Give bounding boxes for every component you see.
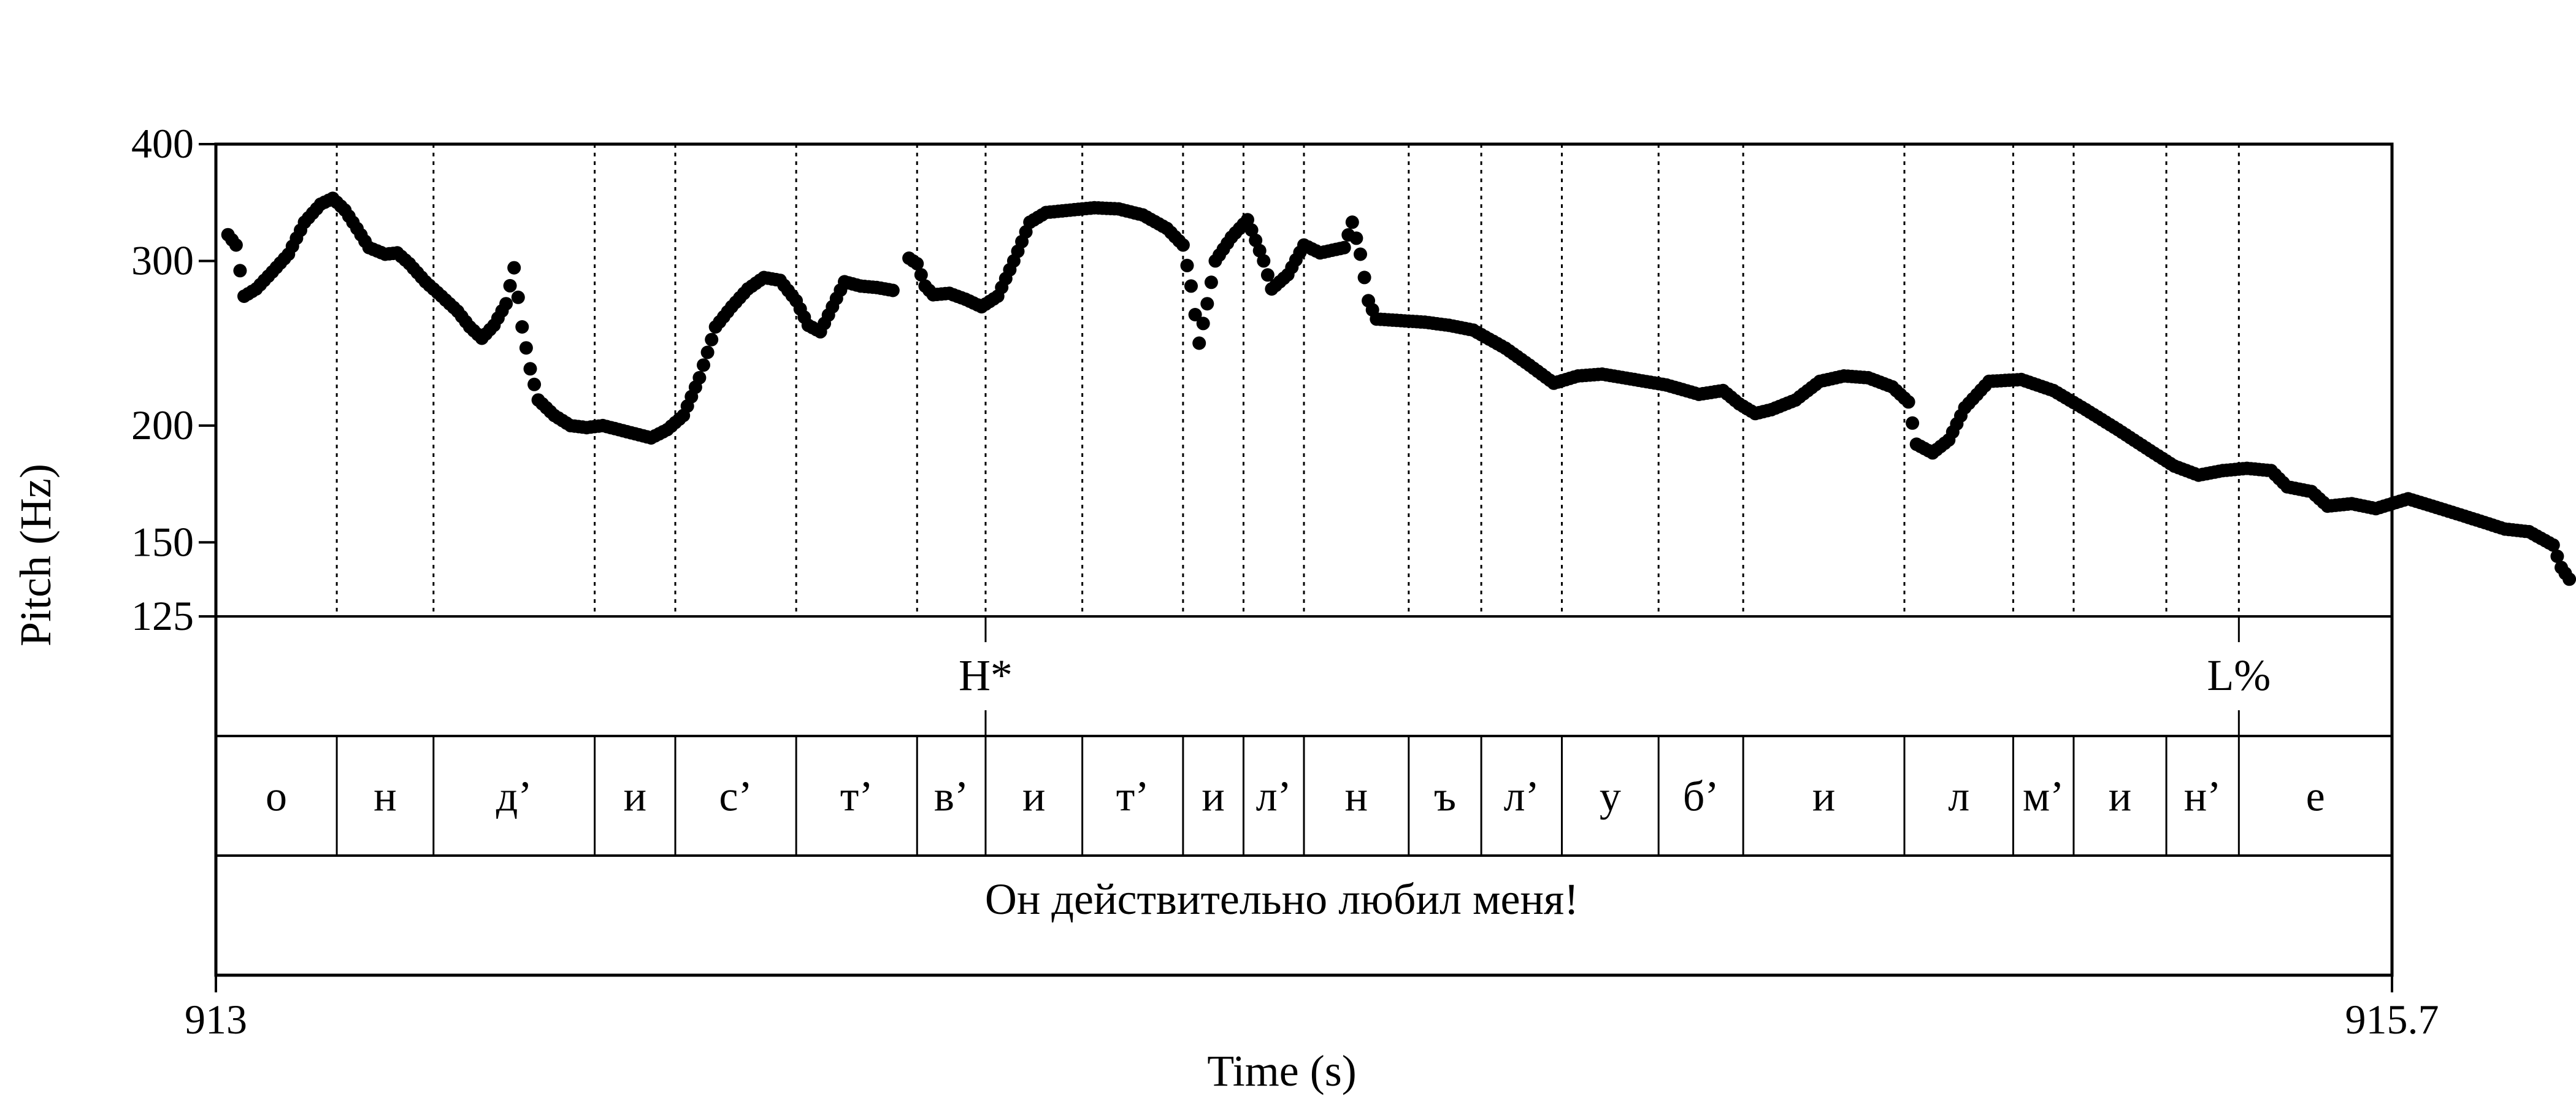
pitch-point [1257,254,1271,268]
pitch-point [1180,258,1194,272]
segment-label: у [1600,773,1621,821]
pitch-point [507,261,521,275]
x-axis-title: Time (s) [1207,1046,1356,1095]
pitch-point [1260,268,1275,282]
pitch-point [1184,279,1198,293]
pitch-point [700,345,715,359]
segment-label: ъ [1434,773,1456,821]
segment-label: т’ [840,773,873,821]
y-tick-label: 125 [131,592,194,639]
pitch-point [2546,538,2560,552]
segment-label: л’ [1504,773,1539,821]
segment-label: д’ [496,773,532,821]
x-tick-label: 913 [185,996,247,1043]
segment-tier: о н д’ и с’ т’ в’ и т’ и л’ н ъ л’ у б’ и л м’ и н’ е [266,736,2325,856]
segment-label: н [1345,773,1368,821]
pitch-point [1196,316,1210,331]
segment-label: с’ [719,773,752,821]
segment-label: м’ [2023,773,2064,821]
pitch-point [2563,572,2576,586]
tone-tier: H* L% [959,616,2271,736]
pitch-point [519,341,533,355]
pitch-point [229,238,243,252]
segment-label: н [374,773,396,821]
outer-frame [214,142,2394,977]
pitch-point [1200,297,1214,311]
tone-label: L% [2207,651,2271,700]
pitch-point [1354,247,1367,261]
segment-label: е [2306,773,2325,821]
pitch-point [1349,231,1363,245]
segment-label: л’ [1256,773,1292,821]
pitch-point [511,290,525,304]
segment-label: и [1022,773,1045,821]
x-axis: 913 915.7 [185,975,2439,1043]
pitch-point [692,370,707,385]
segment-label: л [1948,773,1969,821]
pitch-point [503,278,517,293]
pitch-point [1249,233,1263,247]
pitch-point [1906,416,1920,430]
segment-label: т’ [1116,773,1149,821]
pitch-point [1901,395,1915,409]
pitch-point [523,362,537,376]
pitch-point [1241,213,1254,227]
pitch-point [1357,270,1371,285]
pitch-point [1188,308,1202,321]
sentence-text: Он действительно любил меня! [985,875,1579,924]
segment-label: о [266,773,287,821]
pitch-point [705,332,719,347]
pitch-point [1176,238,1190,252]
segment-label: и [1202,773,1224,821]
segment-label: н’ [2184,773,2221,821]
pitch-point [499,297,513,311]
x-tick-label: 915.7 [2345,996,2439,1043]
pitch-point [1192,336,1206,350]
pitch-point [233,264,247,278]
y-tick-label: 300 [131,237,194,283]
segment-label: и [1812,773,1835,821]
pitch-point [1204,275,1218,289]
y-axis-title: Pitch (Hz) [11,464,60,646]
tone-label: H* [959,651,1013,700]
pitch-point [527,377,542,391]
pitch-point [910,256,924,270]
pitch-point [2550,550,2564,563]
pitch-point [697,358,710,372]
y-tick-label: 150 [131,518,194,565]
y-tick-label: 200 [131,402,194,448]
pitch-point [1244,223,1259,237]
segment-label: б’ [1683,773,1719,821]
pitch-points [221,191,2576,586]
segment-label: и [624,773,646,821]
pitch-point [914,268,928,282]
segment-label: и [2109,773,2131,821]
pitch-point [1337,240,1351,255]
pitch-point [886,283,900,297]
y-axis: 400 300 200 150 125 [131,120,216,639]
y-tick-label: 400 [131,120,194,167]
pitch-point [1252,243,1267,258]
segment-gridlines [335,144,2240,616]
pitch-point [515,320,529,334]
pitch-point [1345,215,1359,229]
segment-label: в’ [934,773,968,821]
